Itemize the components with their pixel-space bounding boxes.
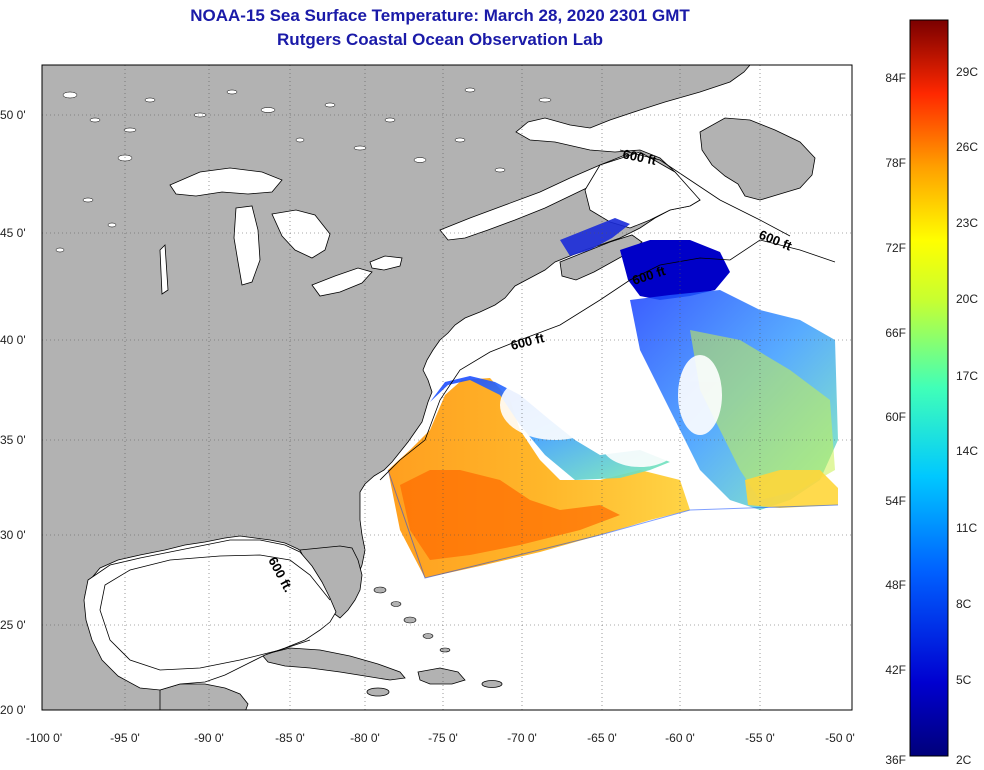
colorbar-c-label: 8C [956, 597, 972, 611]
lon-label: -70 0' [507, 731, 537, 745]
land-bahamas [373, 586, 451, 653]
map-title: NOAA-15 Sea Surface Temperature: March 2… [190, 6, 690, 25]
lon-label: -95 0' [110, 731, 140, 745]
longitude-axis: -100 0' -95 0' -90 0' -85 0' -80 0' -75 … [26, 731, 855, 745]
cloud-gaps [500, 355, 722, 467]
land-yucatan [159, 683, 249, 710]
colorbar-c-label: 26C [956, 140, 978, 154]
lat-label: 45 0' [0, 226, 26, 240]
gulf-of-st-lawrence [584, 151, 701, 229]
land-hispaniola [417, 667, 466, 685]
colorbar-f-label: 36F [885, 753, 906, 767]
colorbar-f-label: 78F [885, 156, 906, 170]
lat-label: 50 0' [0, 108, 26, 122]
land-jamaica [366, 687, 390, 697]
gulf-of-mexico [83, 539, 337, 691]
colorbar-c-label: 23C [956, 216, 978, 230]
lon-label: -60 0' [665, 731, 695, 745]
lat-label: 40 0' [0, 333, 26, 347]
land-cuba [261, 647, 406, 681]
lon-label: -50 0' [825, 731, 855, 745]
map-subtitle: Rutgers Coastal Ocean Observation Lab [277, 30, 603, 49]
colorbar-c-label: 5C [956, 673, 972, 687]
colorbar-f-label: 42F [885, 663, 906, 677]
land-puerto-rico [481, 680, 503, 688]
colorbar-f-label: 72F [885, 241, 906, 255]
great-lakes [159, 167, 403, 297]
land-newfoundland [699, 117, 816, 201]
contour-label-gulf-st-lawrence: 600 ft [621, 146, 658, 168]
lat-label: 25 0' [0, 618, 26, 632]
temperature-colorbar: 84F 78F 72F 66F 60F 54F 48F 42F 36F 29C … [885, 19, 978, 767]
lon-label: -75 0' [428, 731, 458, 745]
map-frame [41, 64, 853, 711]
lon-label: -80 0' [350, 731, 380, 745]
canadian-lakes [55, 87, 552, 253]
lon-label: -85 0' [275, 731, 305, 745]
colorbar-f-label: 66F [885, 326, 906, 340]
lon-label: -90 0' [194, 731, 224, 745]
colorbar-c-label: 2C [956, 753, 972, 767]
lat-label: 20 0' [0, 703, 26, 717]
colorbar-f-label: 48F [885, 578, 906, 592]
colorbar-gradient [909, 19, 949, 757]
lon-label: -55 0' [745, 731, 775, 745]
colorbar-c-label: 29C [956, 65, 978, 79]
land-north-america [42, 65, 751, 710]
latitude-axis: 50 0' 45 0' 40 0' 35 0' 30 0' 25 0' 20 0… [0, 108, 26, 717]
colorbar-c-label: 20C [956, 292, 978, 306]
colorbar-f-label: 54F [885, 494, 906, 508]
lon-label: -100 0' [26, 731, 62, 745]
colorbar-f-label: 84F [885, 71, 906, 85]
colorbar-f-label: 60F [885, 410, 906, 424]
lat-label: 35 0' [0, 433, 26, 447]
colorbar-c-label: 17C [956, 369, 978, 383]
depth-contours [99, 149, 836, 671]
lon-label: -65 0' [587, 731, 617, 745]
graticule [42, 65, 852, 710]
colorbar-c-label: 11C [956, 521, 977, 535]
colorbar-c-label: 14C [956, 444, 978, 458]
lat-label: 30 0' [0, 528, 26, 542]
